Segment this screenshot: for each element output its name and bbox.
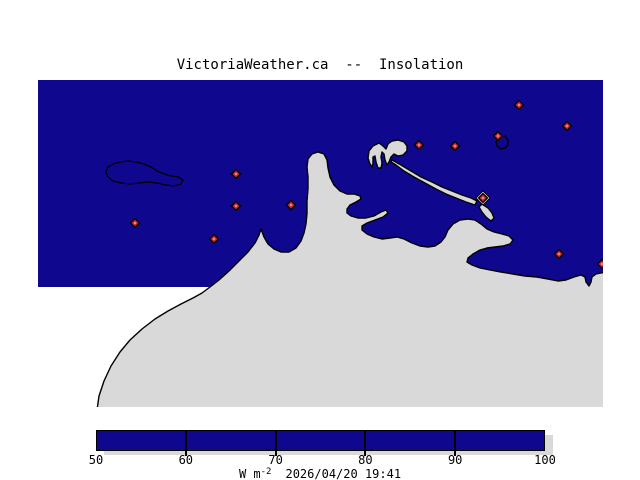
colorbar-tick xyxy=(364,430,367,456)
station-marker-center xyxy=(600,262,603,266)
station-marker-center xyxy=(234,172,238,176)
station-marker-center xyxy=(453,144,457,148)
colorbar-tick xyxy=(454,430,457,456)
colorbar-units: W m xyxy=(238,467,261,480)
colorbar-tick xyxy=(274,430,277,456)
station-marker-center xyxy=(133,221,137,225)
station-marker-center xyxy=(289,203,293,207)
colorbar-ticks xyxy=(96,430,545,456)
station-marker-center xyxy=(517,103,521,107)
station-marker xyxy=(596,258,603,270)
station-marker-center xyxy=(212,237,216,241)
colorbar-tick-label: 80 xyxy=(358,453,373,467)
colorbar-datetime: 2026/04/20 19:41 xyxy=(285,467,402,480)
colorbar-tick-label: 70 xyxy=(268,453,283,467)
colorbar xyxy=(96,430,545,451)
colorbar-tick-labels: 50 60 70 80 90 100 xyxy=(89,453,556,468)
colorbar-units-exponent: -2 xyxy=(260,467,272,477)
island-outline-west xyxy=(105,160,184,187)
colorbar-tick-label: 100 xyxy=(534,453,556,467)
land-islet-southeast xyxy=(478,203,495,222)
colorbar-tick xyxy=(184,430,187,456)
colorbar-tick-label: 90 xyxy=(447,453,463,467)
page-title: VictoriaWeather.ca -- Insolation xyxy=(176,57,464,73)
colorbar-caption: W m-2 2026/04/20 19:41 xyxy=(0,466,640,480)
colorbar-tick-label: 50 xyxy=(88,453,104,467)
station-marker-center xyxy=(557,252,561,256)
station-marker-center xyxy=(481,196,485,200)
colorbar-tick-label: 60 xyxy=(178,453,194,467)
land-olympic-peninsula xyxy=(96,151,603,407)
station-marker-center xyxy=(496,134,500,138)
land-coastal-strip xyxy=(390,159,478,206)
station-marker-center xyxy=(417,143,421,147)
station-markers xyxy=(129,99,603,270)
insolation-map xyxy=(38,80,603,407)
land-saanich-peninsula xyxy=(367,139,408,169)
station-marker-center xyxy=(565,124,569,128)
station-marker-center xyxy=(234,204,238,208)
